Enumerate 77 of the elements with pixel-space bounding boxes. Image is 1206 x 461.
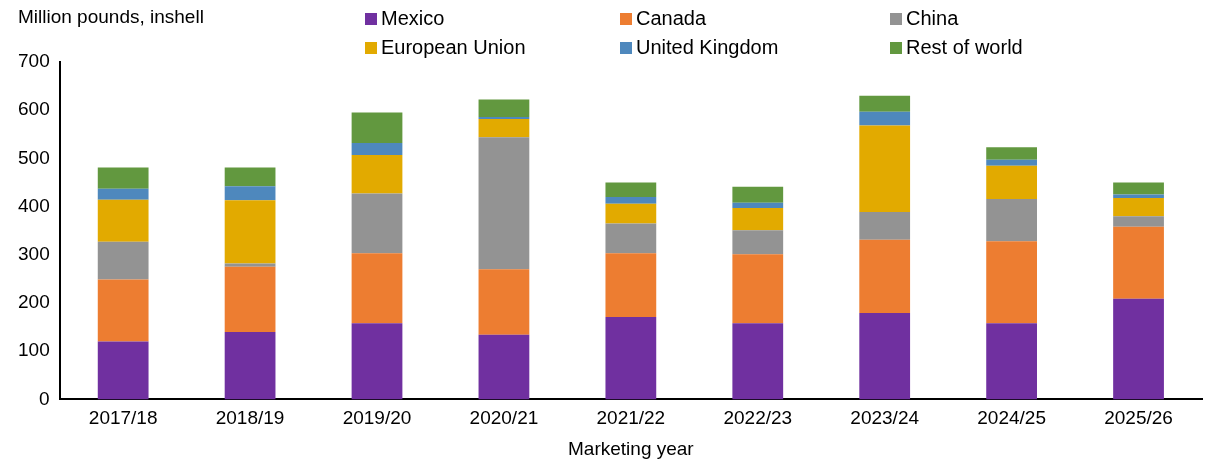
x-tick-label: 2025/26 (1104, 407, 1173, 429)
bar (224, 266, 276, 332)
bar (859, 313, 911, 400)
x-tick-label: 2024/25 (977, 407, 1046, 429)
x-axis-title: Marketing year (568, 437, 695, 459)
y-tick-label: 200 (18, 291, 50, 313)
x-tick-label: 2017/18 (88, 407, 158, 429)
bar (732, 202, 784, 209)
bar (97, 241, 149, 280)
x-tick-label: 2018/19 (215, 407, 285, 429)
bar (859, 111, 911, 126)
bar (986, 159, 1037, 166)
bar (97, 167, 149, 189)
bar (478, 269, 530, 335)
y-tick-label: 500 (18, 146, 50, 168)
bar (1113, 226, 1164, 299)
y-tick-label: 700 (18, 50, 50, 72)
bar (224, 263, 276, 267)
bar (224, 331, 276, 400)
bar (859, 211, 911, 240)
bar (224, 200, 276, 264)
bar (1113, 197, 1164, 217)
bar (97, 188, 149, 200)
y-tick-label: 0 (39, 387, 50, 409)
y-tick-label: 600 (18, 98, 50, 120)
bar (351, 112, 403, 143)
y-tick-label: 300 (18, 243, 50, 265)
bar (351, 155, 403, 194)
bar (732, 208, 784, 231)
y-tick-label: 400 (18, 194, 50, 216)
bar (732, 186, 784, 203)
legend-label: United Kingdom (636, 35, 779, 60)
bar (859, 95, 911, 112)
bar (605, 223, 657, 254)
bar (605, 182, 657, 197)
bar (97, 199, 149, 242)
bar (732, 254, 784, 324)
bar (986, 165, 1037, 199)
bar (351, 142, 403, 156)
bar (986, 198, 1037, 242)
bar (1113, 216, 1164, 227)
bar (224, 186, 276, 201)
bar (859, 125, 911, 212)
bar (859, 239, 911, 314)
legend-label: Rest of world (906, 35, 1023, 60)
bar (986, 147, 1037, 160)
y-axis-title: Million pounds, inshell (18, 5, 205, 29)
bar (732, 230, 784, 255)
bar (478, 99, 530, 117)
bar (224, 167, 276, 187)
bar (478, 137, 530, 270)
bar (986, 241, 1037, 324)
bar (478, 118, 530, 138)
bar (351, 193, 403, 254)
bar (605, 203, 657, 224)
bar (605, 196, 657, 204)
bar (97, 341, 149, 400)
bar (1113, 298, 1164, 400)
x-tick-label: 2023/24 (850, 407, 920, 429)
legend-label: Canada (636, 6, 707, 31)
bar (605, 316, 657, 400)
bar (605, 253, 657, 317)
bar (1113, 182, 1164, 195)
y-tick-label: 100 (18, 339, 50, 361)
legend-label: China (906, 6, 959, 31)
bar (478, 334, 530, 400)
bar (351, 253, 403, 324)
bar (986, 323, 1037, 400)
legend-label: Mexico (381, 6, 445, 31)
x-tick-label: 2019/20 (342, 407, 412, 429)
x-tick-label: 2022/23 (723, 407, 793, 429)
x-tick-label: 2020/21 (469, 407, 539, 429)
bar (97, 279, 149, 342)
bar (732, 323, 784, 400)
legend-label: European Union (381, 35, 526, 60)
bar (351, 323, 403, 400)
x-tick-label: 2021/22 (596, 407, 666, 429)
